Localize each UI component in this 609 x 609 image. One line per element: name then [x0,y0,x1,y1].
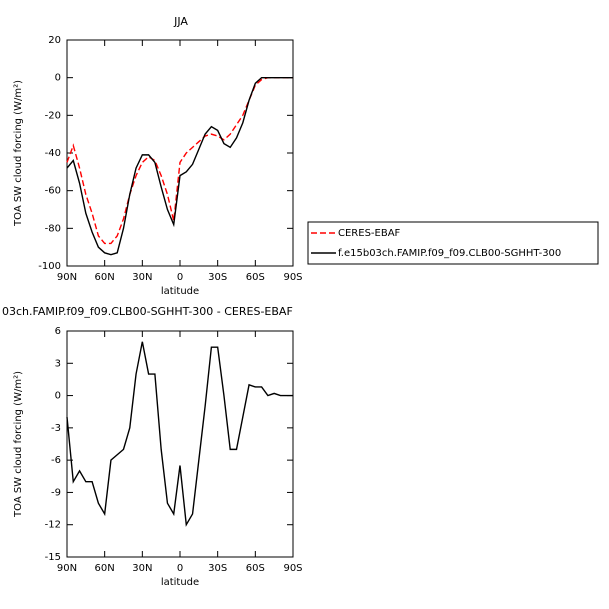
x-axis-label: latitude [161,577,199,588]
chart-title: 03ch.FAMIP.f09_f09.CLB00-SGHHT-300 - CER… [2,305,293,318]
x-tick-label: 60N [95,563,115,574]
x-tick-label: 60S [246,272,265,283]
x-tick-label: 0 [177,272,183,283]
x-tick-label: 30S [208,272,227,283]
x-tick-label: 90S [283,272,302,283]
y-tick-label: 3 [55,358,61,369]
y-tick-label: -80 [45,223,61,234]
data-line [66,76,293,256]
data-line [66,76,293,245]
y-tick-label: -3 [51,423,61,434]
x-tick-label: 90S [283,563,302,574]
x-tick-label: 30S [208,563,227,574]
plot-frame [66,330,294,558]
y-tick-label: -40 [45,148,61,159]
y-axis-label: TOA SW cloud forcing (W/m²) [13,371,24,518]
y-tick-label: 20 [48,35,61,46]
x-axis-label: latitude [161,286,199,297]
legend-label: CERES-EBAF [338,228,401,239]
y-tick-label: 6 [55,326,61,337]
y-tick-label: 0 [55,73,61,84]
y-tick-label: -9 [51,487,61,498]
legend-label: f.e15b03ch.FAMIP.f09_f09.CLB00-SGHHT-300 [338,248,561,259]
x-tick-label: 90N [57,272,77,283]
y-tick-label: -15 [45,552,61,563]
x-tick-label: 30N [132,563,152,574]
y-axis-label: TOA SW cloud forcing (W/m²) [13,80,24,227]
y-tick-label: -60 [45,186,61,197]
x-tick-label: 90N [57,563,77,574]
y-tick-label: 0 [55,391,61,402]
x-tick-label: 0 [177,563,183,574]
data-line [66,341,293,527]
y-tick-label: -12 [45,520,61,531]
y-tick-label: -6 [51,455,61,466]
x-tick-label: 60N [95,272,115,283]
plot-frame [66,39,294,267]
y-tick-label: -100 [38,261,61,272]
legend-box [307,221,599,265]
x-tick-label: 60S [246,563,265,574]
chart-title: JJA [173,15,188,28]
x-tick-label: 30N [132,272,152,283]
y-tick-label: -20 [45,110,61,121]
